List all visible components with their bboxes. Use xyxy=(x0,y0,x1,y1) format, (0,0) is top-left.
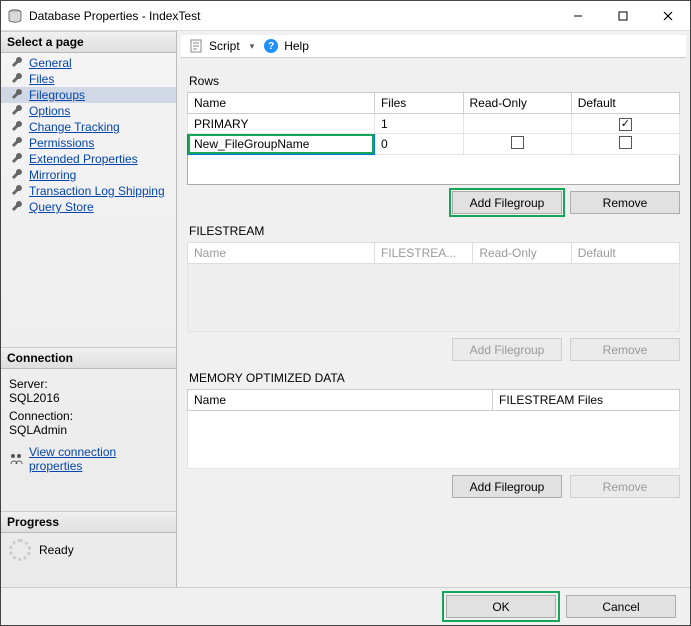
progress-header: Progress xyxy=(1,511,176,533)
sidebar-item-label: Permissions xyxy=(29,136,94,150)
remove-filegroup-button: Remove xyxy=(570,475,680,498)
progress-status: Ready xyxy=(39,543,74,557)
sidebar-item-label: Query Store xyxy=(29,200,94,214)
checkbox-icon[interactable] xyxy=(619,118,632,131)
cell-readonly[interactable] xyxy=(463,114,571,134)
sidebar-item-extended-properties[interactable]: Extended Properties xyxy=(1,151,176,167)
wrench-icon xyxy=(11,152,25,166)
col-fsfiles[interactable]: FILESTREAM Files xyxy=(493,390,680,411)
sidebar-item-mirroring[interactable]: Mirroring xyxy=(1,167,176,183)
window-title: Database Properties - IndexTest xyxy=(29,9,555,23)
connection-block: Server: SQL2016 Connection: SQLAdmin Vie… xyxy=(1,369,176,481)
table-row[interactable]: PRIMARY 1 xyxy=(188,114,680,134)
page-nav-list: General Files Filegroups Options Change Trac… xyxy=(1,53,176,221)
sidebar-item-label: Options xyxy=(29,104,70,118)
cell-default[interactable] xyxy=(571,114,679,134)
wrench-icon xyxy=(11,120,25,134)
cell-name[interactable]: PRIMARY xyxy=(188,114,375,134)
sidebar-item-options[interactable]: Options xyxy=(1,103,176,119)
left-panel: Select a page General Files Filegroups Opti… xyxy=(1,31,177,587)
cell-readonly[interactable] xyxy=(463,134,571,155)
col-default: Default xyxy=(571,243,679,264)
sidebar-item-label: Files xyxy=(29,72,54,86)
sidebar-item-general[interactable]: General xyxy=(1,55,176,71)
col-readonly: Read-Only xyxy=(473,243,571,264)
connection-header: Connection xyxy=(1,347,176,369)
connection-value: SQLAdmin xyxy=(9,423,168,437)
cell-files[interactable]: 0 xyxy=(374,134,463,155)
sidebar-item-label: Transaction Log Shipping xyxy=(29,184,165,198)
cell-files[interactable]: 1 xyxy=(374,114,463,134)
remove-filegroup-button: Remove xyxy=(570,338,680,361)
col-name: Name xyxy=(188,243,375,264)
server-label: Server: xyxy=(9,377,168,391)
cell-default[interactable] xyxy=(571,134,679,155)
connection-label: Connection: xyxy=(9,409,168,423)
col-name[interactable]: Name xyxy=(188,390,493,411)
sidebar-item-transaction-log-shipping[interactable]: Transaction Log Shipping xyxy=(1,183,176,199)
right-panel: Script ▾ ? Help Rows Name Files Read-Onl… xyxy=(177,31,690,587)
wrench-icon xyxy=(11,56,25,70)
cell-name-editing[interactable]: New_FileGroupName xyxy=(188,134,375,155)
col-name[interactable]: Name xyxy=(188,93,375,114)
col-readonly[interactable]: Read-Only xyxy=(463,93,571,114)
table-row[interactable]: New_FileGroupName 0 xyxy=(188,134,680,155)
wrench-icon xyxy=(11,72,25,86)
cancel-button[interactable]: Cancel xyxy=(566,595,676,618)
checkbox-icon[interactable] xyxy=(511,136,524,149)
filestream-section-title: FILESTREAM xyxy=(189,224,680,238)
add-filegroup-button: Add Filegroup xyxy=(452,338,562,361)
help-icon: ? xyxy=(264,39,278,53)
add-filegroup-button[interactable]: Add Filegroup xyxy=(452,191,562,214)
col-default[interactable]: Default xyxy=(571,93,679,114)
sidebar-item-change-tracking[interactable]: Change Tracking xyxy=(1,119,176,135)
rows-section-title: Rows xyxy=(189,74,680,88)
sidebar-item-files[interactable]: Files xyxy=(1,71,176,87)
script-icon xyxy=(189,39,203,53)
view-connection-link[interactable]: View connection properties xyxy=(29,445,168,473)
col-files[interactable]: Files xyxy=(374,93,463,114)
select-page-header: Select a page xyxy=(1,31,176,53)
help-button[interactable]: Help xyxy=(284,39,309,53)
connection-icon xyxy=(9,452,23,466)
dialog-footer: OK Cancel xyxy=(1,587,690,625)
wrench-icon xyxy=(11,184,25,198)
toolbar: Script ▾ ? Help xyxy=(181,35,686,58)
sidebar-item-permissions[interactable]: Permissions xyxy=(1,135,176,151)
sidebar-item-label: Filegroups xyxy=(29,88,85,102)
checkbox-icon[interactable] xyxy=(619,136,632,149)
add-filegroup-button[interactable]: Add Filegroup xyxy=(452,475,562,498)
script-button[interactable]: Script xyxy=(209,39,240,53)
filestream-grid: Name FILESTREA... Read-Only Default xyxy=(187,242,680,332)
wrench-icon xyxy=(11,200,25,214)
sidebar-item-query-store[interactable]: Query Store xyxy=(1,199,176,215)
minimize-button[interactable] xyxy=(555,1,600,31)
wrench-icon xyxy=(11,88,25,102)
wrench-icon xyxy=(11,168,25,182)
remove-filegroup-button[interactable]: Remove xyxy=(570,191,680,214)
maximize-button[interactable] xyxy=(600,1,645,31)
ok-button[interactable]: OK xyxy=(446,595,556,618)
memopt-grid[interactable]: Name FILESTREAM Files xyxy=(187,389,680,469)
database-icon xyxy=(7,8,23,24)
progress-spinner-icon xyxy=(9,539,31,561)
sidebar-item-label: Change Tracking xyxy=(29,120,120,134)
edit-input[interactable]: New_FileGroupName xyxy=(188,134,374,154)
rows-grid[interactable]: Name Files Read-Only Default PRIMARY 1 N… xyxy=(187,92,680,185)
script-dropdown-icon[interactable]: ▾ xyxy=(246,41,259,52)
wrench-icon xyxy=(11,104,25,118)
progress-row: Ready xyxy=(1,533,176,567)
server-value: SQL2016 xyxy=(9,391,168,405)
wrench-icon xyxy=(11,136,25,150)
col-fsfiles: FILESTREA... xyxy=(374,243,472,264)
sidebar-item-label: Extended Properties xyxy=(29,152,138,166)
title-bar: Database Properties - IndexTest xyxy=(1,1,690,31)
sidebar-item-label: Mirroring xyxy=(29,168,76,182)
sidebar-item-filegroups[interactable]: Filegroups xyxy=(1,87,176,103)
sidebar-item-label: General xyxy=(29,56,72,70)
memopt-section-title: MEMORY OPTIMIZED DATA xyxy=(189,371,680,385)
close-button[interactable] xyxy=(645,1,690,31)
